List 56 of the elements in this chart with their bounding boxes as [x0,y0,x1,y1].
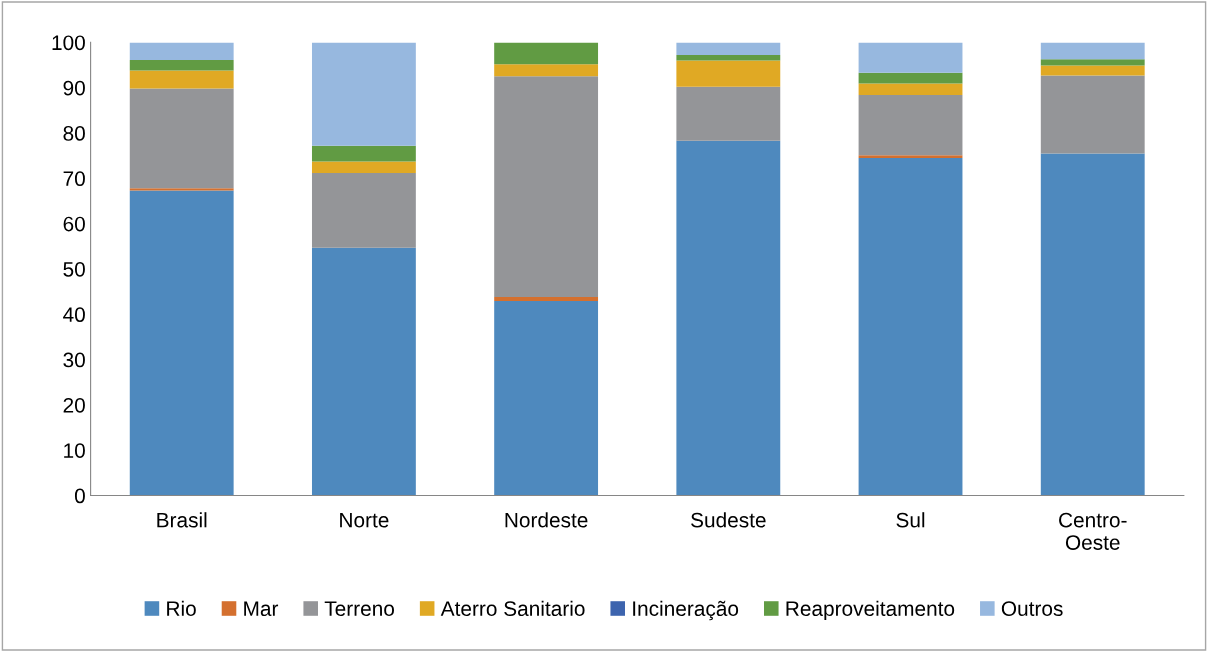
bar [311,42,416,146]
bar [676,60,781,87]
bar [129,190,234,496]
bar [494,42,599,65]
bar [858,42,963,73]
y-tick-label: 30 [63,352,85,368]
x-tick-label: Sudeste [691,512,766,528]
y-tick-label: 40 [63,307,85,323]
bar [676,42,781,56]
x-tick-label: Norte [340,512,389,528]
bar [676,140,781,496]
y-tick-label: 20 [63,397,85,413]
y-tick-label: 60 [63,216,85,232]
bar [494,297,599,302]
y-tick-label: 70 [63,171,85,187]
y-tick-label: 80 [63,126,85,141]
bar [858,94,963,156]
bar [129,42,234,61]
bar [129,88,234,189]
bar [494,64,599,77]
bar [494,76,599,298]
legend-label: Outros [1001,601,1063,616]
bar [1040,153,1145,496]
y-tick-label: 90 [63,80,85,96]
bar [129,70,234,89]
y-tick-label: 50 [63,261,85,277]
bar [311,172,416,248]
bar [311,145,416,162]
bar [1040,42,1145,60]
x-tick-label: Brasil [157,512,207,528]
bar [858,155,963,158]
bar [1040,65,1145,76]
y-tick-label: 10 [64,443,85,458]
legend-label: Aterro Sanitario [440,600,585,616]
legend-label: Incineração [633,600,739,621]
bar [311,161,416,173]
legend-label: Terreno [324,601,395,616]
x-tick-label: Nordeste [505,512,588,528]
x-tick-label: Sul [896,512,925,528]
y-tick-label: 0 [74,488,85,504]
bar [1040,59,1145,66]
bar [129,188,234,191]
bar [129,60,234,71]
bar [676,55,781,61]
bar [311,247,416,496]
bar [676,86,781,141]
y-tick-label: 100 [52,35,85,51]
bar [1040,75,1145,154]
bar [858,157,963,496]
bar [858,83,963,95]
bar [858,72,963,84]
x-tick-label: Centro- Oeste [1059,512,1127,550]
bar [494,301,599,496]
legend-label: Rio [167,600,196,616]
legend-label: Mar [244,601,279,616]
legend-label: Reaproveitamento [786,600,955,621]
